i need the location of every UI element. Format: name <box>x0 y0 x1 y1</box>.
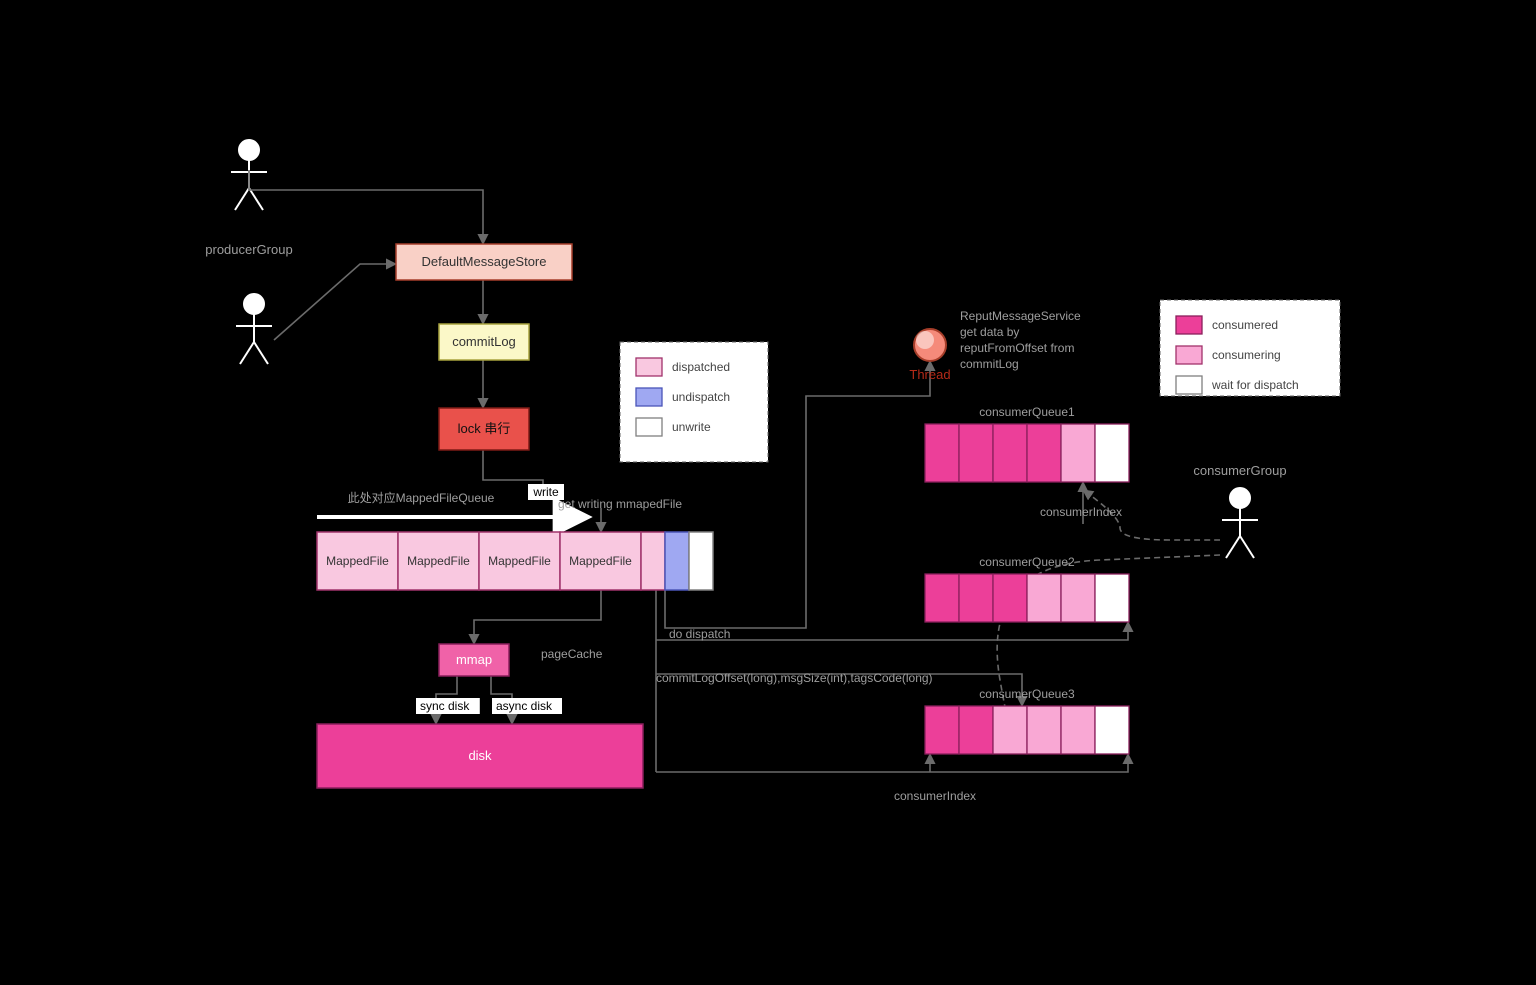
legend-dispatch-label: undispatch <box>672 390 730 404</box>
queue-cell <box>1027 574 1061 622</box>
legend-dispatch-label: unwrite <box>672 420 711 434</box>
do-dispatch-label: do dispatch <box>669 627 730 641</box>
mapped-file-tail <box>665 532 689 590</box>
queue-cell <box>925 574 959 622</box>
thread-sidetext: reputFromOffset from <box>960 341 1074 355</box>
pagecache-label: pageCache <box>541 647 603 661</box>
node-label: DefaultMessageStore <box>421 254 546 269</box>
legend-consumer-swatch <box>1176 316 1202 334</box>
queue-cell <box>1095 706 1129 754</box>
node-label: lock 串行 <box>458 421 511 436</box>
queue-cell <box>925 424 959 482</box>
legend-consumer-label: wait for dispatch <box>1211 378 1299 392</box>
queue-cell <box>925 706 959 754</box>
mapped-file-label: MappedFile <box>569 554 632 568</box>
thread-sidetext: ReputMessageService <box>960 309 1081 323</box>
queue-cell <box>959 706 993 754</box>
actor-label: consumerGroup <box>1193 463 1286 478</box>
queue-cell <box>959 574 993 622</box>
legend-dispatch-label: dispatched <box>672 360 730 374</box>
queue-cell <box>1027 706 1061 754</box>
queue-cell <box>993 574 1027 622</box>
actor-label: producerGroup <box>205 242 292 257</box>
async-disk-label: async disk <box>496 699 553 713</box>
thread-shine <box>916 331 934 349</box>
queue-cell <box>1095 424 1129 482</box>
queue-cell <box>1061 574 1095 622</box>
mapped-file-tail <box>641 532 665 590</box>
legend-consumer-swatch <box>1176 346 1202 364</box>
commitlog-offset-label: commitLogOffset(long),msgSize(int),tagsC… <box>656 671 933 685</box>
node-label: disk <box>468 748 492 763</box>
queue-label: consumerQueue2 <box>979 555 1075 569</box>
queue-cell <box>1027 424 1061 482</box>
get-writing-label: get writing mmapedFile <box>558 497 682 511</box>
queue-label: consumerQueue3 <box>979 687 1075 701</box>
queue-cell <box>1061 424 1095 482</box>
legend-consumer-swatch <box>1176 376 1202 394</box>
thread-sidetext: get data by <box>960 325 1019 339</box>
queue-cell <box>1061 706 1095 754</box>
mapped-file-tail <box>689 532 713 590</box>
queue-cell <box>993 706 1027 754</box>
node-label: commitLog <box>452 334 516 349</box>
sync-disk-label: sync disk <box>420 699 470 713</box>
queue-cell <box>993 424 1027 482</box>
mapped-file-label: MappedFile <box>326 554 389 568</box>
legend-consumer-label: consumered <box>1212 318 1278 332</box>
node-label: mmap <box>456 652 492 667</box>
thread-sidetext: commitLog <box>960 357 1019 371</box>
legend-dispatch-swatch <box>636 418 662 436</box>
legend-consumer-label: consumering <box>1212 348 1281 362</box>
queue-cell <box>959 424 993 482</box>
mappedqueue-label: 此处对应MappedFileQueue <box>348 490 495 505</box>
mapped-file-label: MappedFile <box>488 554 551 568</box>
legend-dispatch-swatch <box>636 358 662 376</box>
legend-dispatch-swatch <box>636 388 662 406</box>
consumer-index-label: consumerIndex <box>894 789 976 803</box>
thread-label: Thread <box>909 367 950 382</box>
consumer-index-label: consumerIndex <box>1040 505 1122 519</box>
mapped-file-label: MappedFile <box>407 554 470 568</box>
background <box>0 0 1536 985</box>
queue-label: consumerQueue1 <box>979 405 1075 419</box>
queue-cell <box>1095 574 1129 622</box>
write-label: write <box>532 485 559 499</box>
